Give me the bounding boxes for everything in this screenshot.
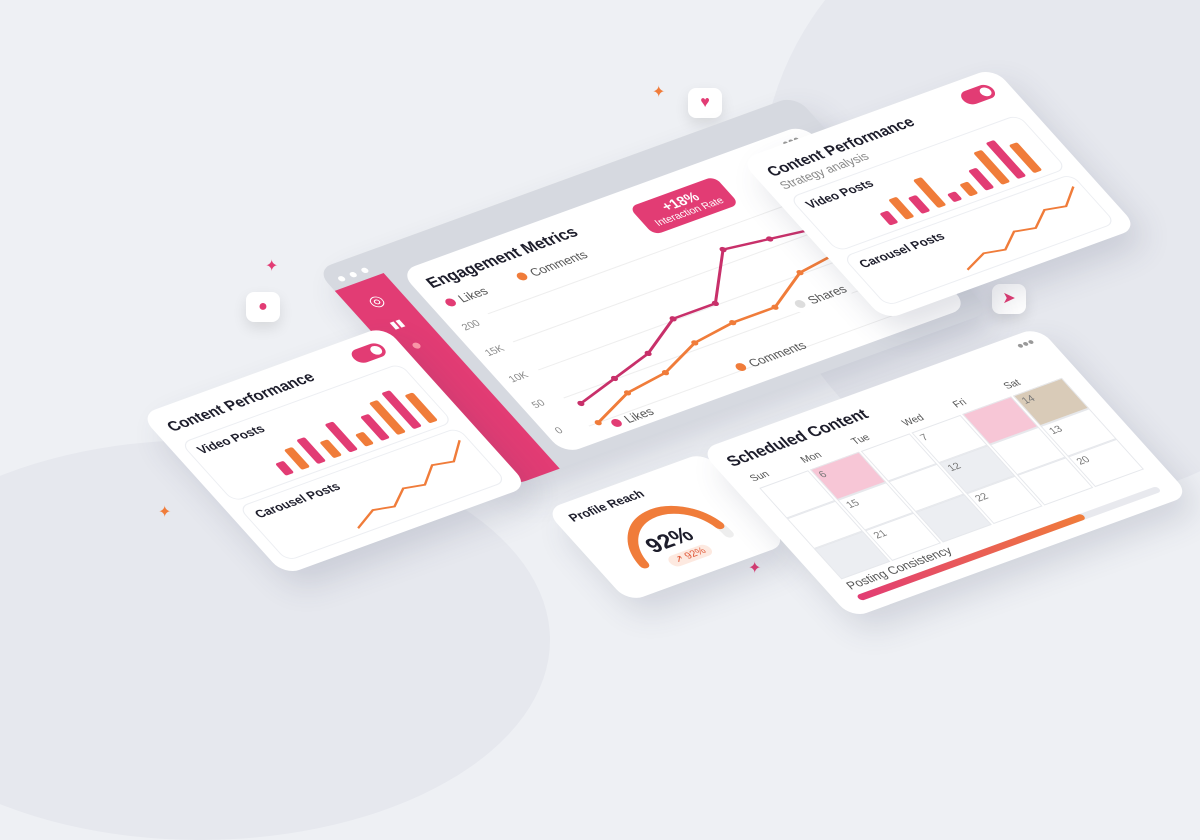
sparkle-icon: ✦ [158,504,172,521]
likes-point [669,316,677,322]
instagram-icon[interactable]: ◎ [364,292,390,311]
content-performance-card-right: Content Performance Strategy analysis Vi… [740,67,1139,321]
likes-point [577,400,585,407]
carousel-trend-line [356,439,461,529]
bar [879,210,899,226]
y-tick: 0 [552,425,566,437]
y-tick: 10K [506,369,531,385]
more-dots-icon[interactable]: ••• [1012,334,1041,355]
likes-point [766,236,774,242]
sparkle-icon: ✦ [265,258,279,275]
sparkle-icon: ✦ [748,560,762,577]
comments-point [623,390,632,396]
comments-point [594,420,602,426]
video-posts-label: Video Posts [193,422,269,457]
day-label: Mon [798,450,825,466]
heart-bubble-icon: ♥ [688,88,722,118]
toggle-switch[interactable] [347,341,390,365]
carousel-trend-line [966,186,1075,271]
y-tick: 50 [529,397,548,411]
y-tick: 15K [482,343,508,359]
bar [959,181,979,197]
sparkle-icon: ✦ [652,84,666,101]
day-label: Sun [747,469,773,485]
chat-bubble-icon: ● [246,292,280,322]
bar [319,439,343,459]
likes-point [719,246,727,253]
bar [907,194,931,214]
reach-gauge [627,505,734,569]
bar [274,460,295,476]
bar [354,431,375,447]
comments-point [771,304,779,310]
comments-point [796,270,804,276]
comments-point [729,320,737,326]
comments-point [691,340,699,346]
carousel-posts-panel: Carousel Posts [237,427,507,562]
carousel-posts-panel: Carousel Posts [842,173,1117,307]
likes-point [644,350,652,357]
content-performance-card-left: Content Performance Video Posts Carousel… [140,326,529,576]
day-label: Sat [1001,377,1024,392]
gridline [588,295,947,427]
likes-point [610,375,619,382]
send-icon: ➤ [992,284,1026,314]
profile-reach-card: Profile Reach 92% ↗ 92% [545,451,788,603]
toggle-switch[interactable] [957,82,999,107]
day-label: Tue [849,432,873,448]
y-tick: 200 [459,318,484,333]
day-label: Fri [950,397,970,411]
bar [946,191,963,203]
comments-point [661,370,670,376]
day-label: Wed [899,412,927,429]
likes-point [711,300,719,307]
